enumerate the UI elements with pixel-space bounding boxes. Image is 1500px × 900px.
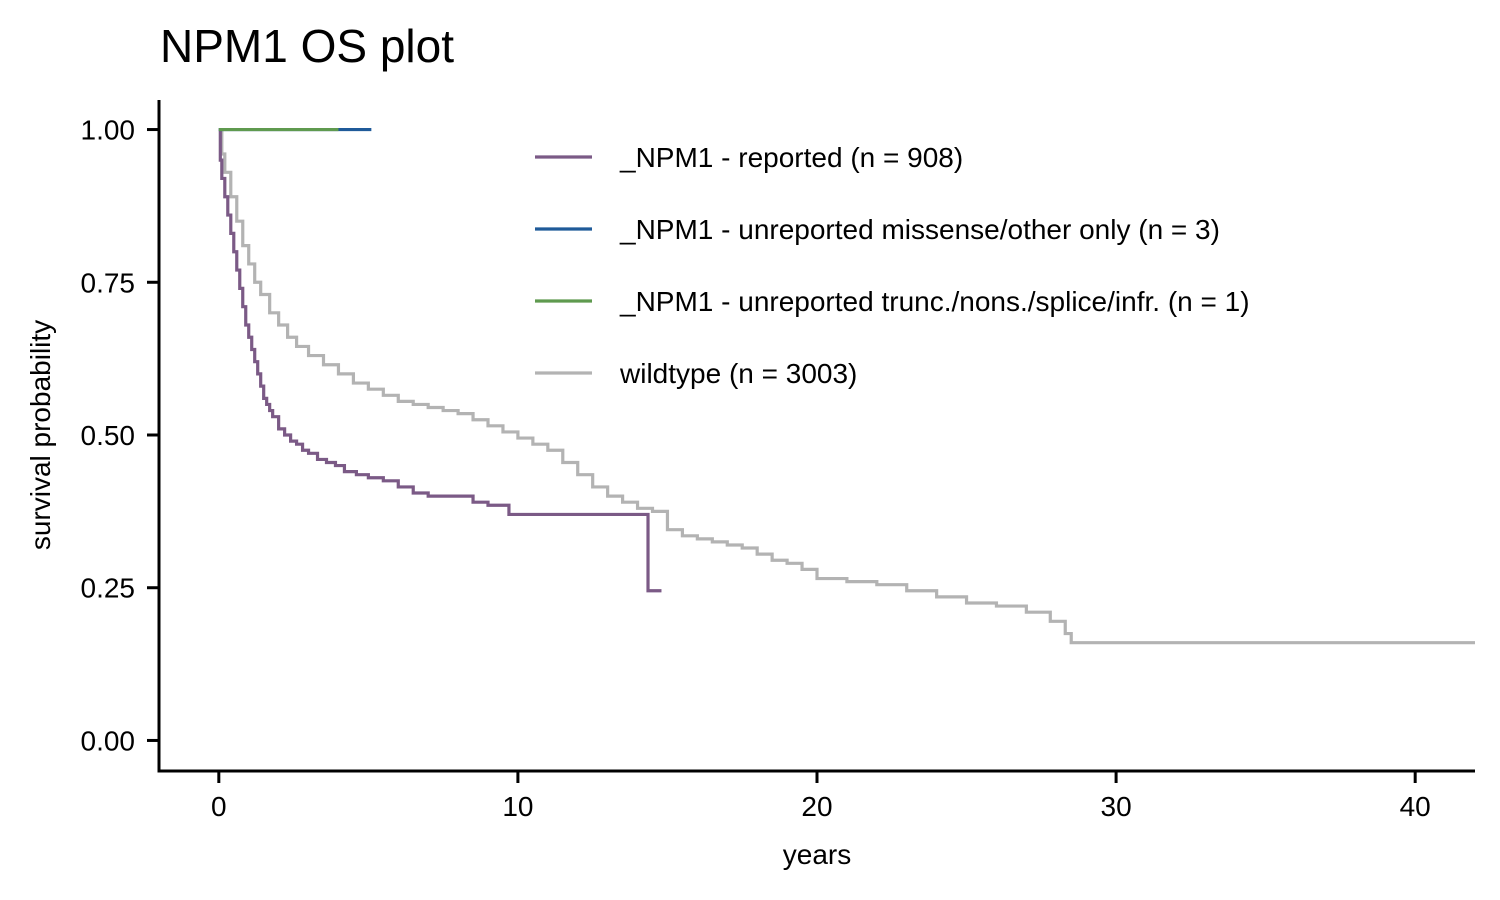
- legend-label-2: _NPM1 - unreported trunc./nons./splice/i…: [619, 286, 1250, 317]
- legend-label-0: _NPM1 - reported (n = 908): [619, 142, 963, 173]
- plot-area: [218, 127, 1475, 645]
- chart-title: NPM1 OS plot: [160, 20, 454, 72]
- y-tick-label: 0.50: [81, 420, 136, 451]
- series-layer: [218, 127, 1475, 645]
- y-axis-title: survival probability: [25, 320, 56, 550]
- x-axis-ticks: 0 10 20 30 40: [211, 771, 1431, 822]
- series-line-0: [218, 127, 662, 593]
- x-tick-label: 0: [211, 791, 227, 822]
- legend: _NPM1 - reported (n = 908) _NPM1 - unrepo…: [535, 142, 1250, 389]
- y-tick-label: 0.00: [81, 725, 136, 756]
- series-line-3: [218, 127, 1475, 645]
- y-axis-ticks: 0.00 0.25 0.50 0.75 1.00: [81, 115, 159, 756]
- x-tick-label: 40: [1400, 791, 1431, 822]
- y-tick-label: 0.25: [81, 573, 136, 604]
- legend-label-1: _NPM1 - unreported missense/other only (…: [619, 214, 1220, 245]
- x-tick-label: 10: [502, 791, 533, 822]
- legend-label-3: wildtype (n = 3003): [619, 358, 857, 389]
- x-axis-title: years: [783, 839, 851, 870]
- x-tick-label: 20: [801, 791, 832, 822]
- y-tick-label: 1.00: [81, 115, 136, 146]
- y-tick-label: 0.75: [81, 267, 136, 298]
- x-tick-label: 30: [1101, 791, 1132, 822]
